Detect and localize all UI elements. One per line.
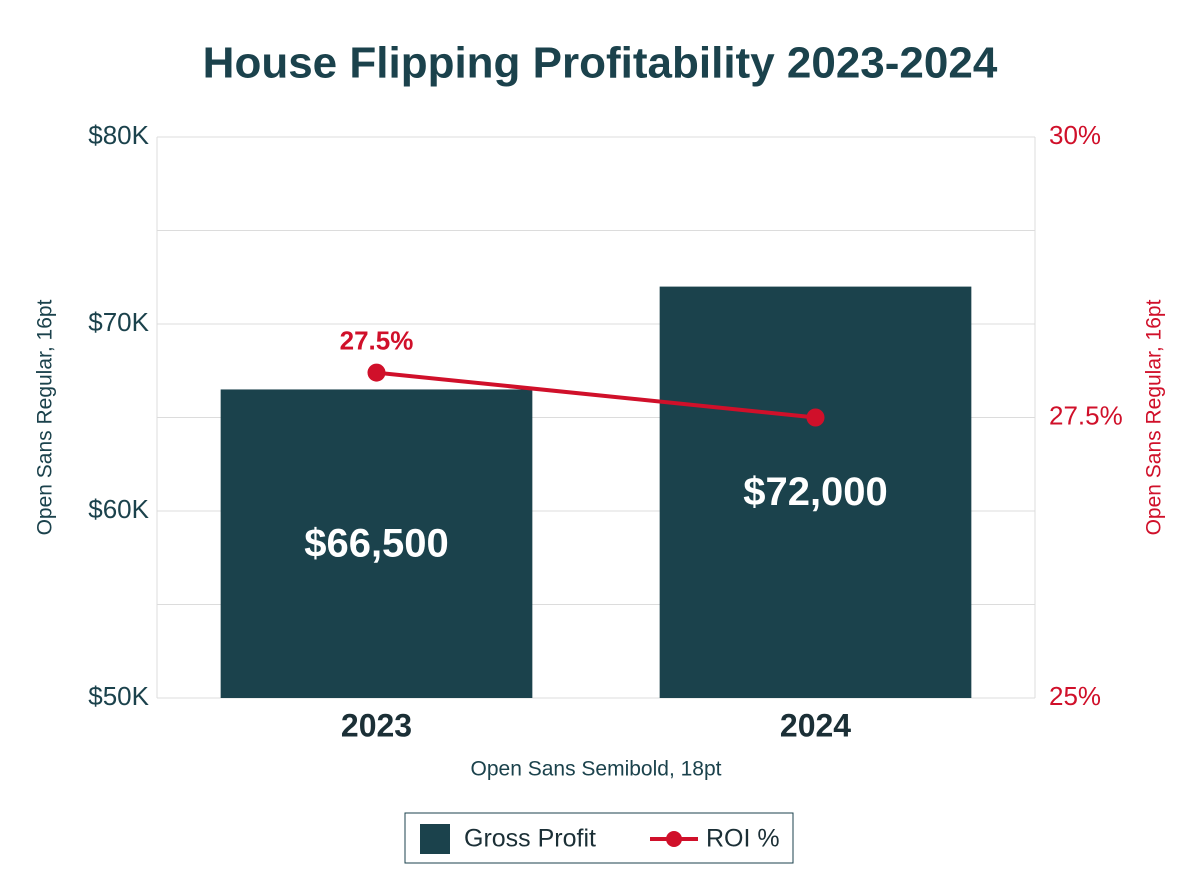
y-tick-label: $70K: [88, 307, 149, 337]
x-tick-label: 2023: [341, 707, 412, 743]
chart-title: House Flipping Profitability 2023-2024: [203, 39, 998, 88]
y-tick-label: $80K: [88, 120, 149, 150]
y2-tick-label: 25%: [1049, 681, 1101, 711]
x-tick-label: 2024: [780, 707, 851, 743]
y2-tick-label: 27.5%: [1049, 400, 1123, 430]
value-label: $72,000: [743, 470, 888, 514]
y-tick-label: $50K: [88, 681, 149, 711]
point: [367, 363, 386, 382]
legend-box: [404, 812, 794, 864]
y2-tick-label: 30%: [1049, 120, 1101, 150]
y2-axis-label: Open Sans Regular, 16pt: [1143, 299, 1166, 535]
legend-label: ROI %: [706, 825, 780, 853]
line: [376, 370, 816, 420]
annotation: 27.5%: [340, 325, 414, 355]
y-axis-label: Open Sans Regular, 16pt: [34, 299, 57, 535]
legend-swatch: [420, 824, 450, 854]
legend: Gross Profit ROI %: [404, 812, 794, 864]
value-label: $66,500: [304, 521, 449, 565]
point: [806, 408, 825, 427]
bar: [220, 389, 533, 698]
x-axis-label: Open Sans Semibold, 18pt: [471, 758, 722, 781]
legend-label: Gross Profit: [464, 825, 596, 853]
legend-swatch: [666, 831, 682, 847]
y-tick-label: $60K: [88, 494, 149, 524]
bar: [659, 286, 972, 698]
